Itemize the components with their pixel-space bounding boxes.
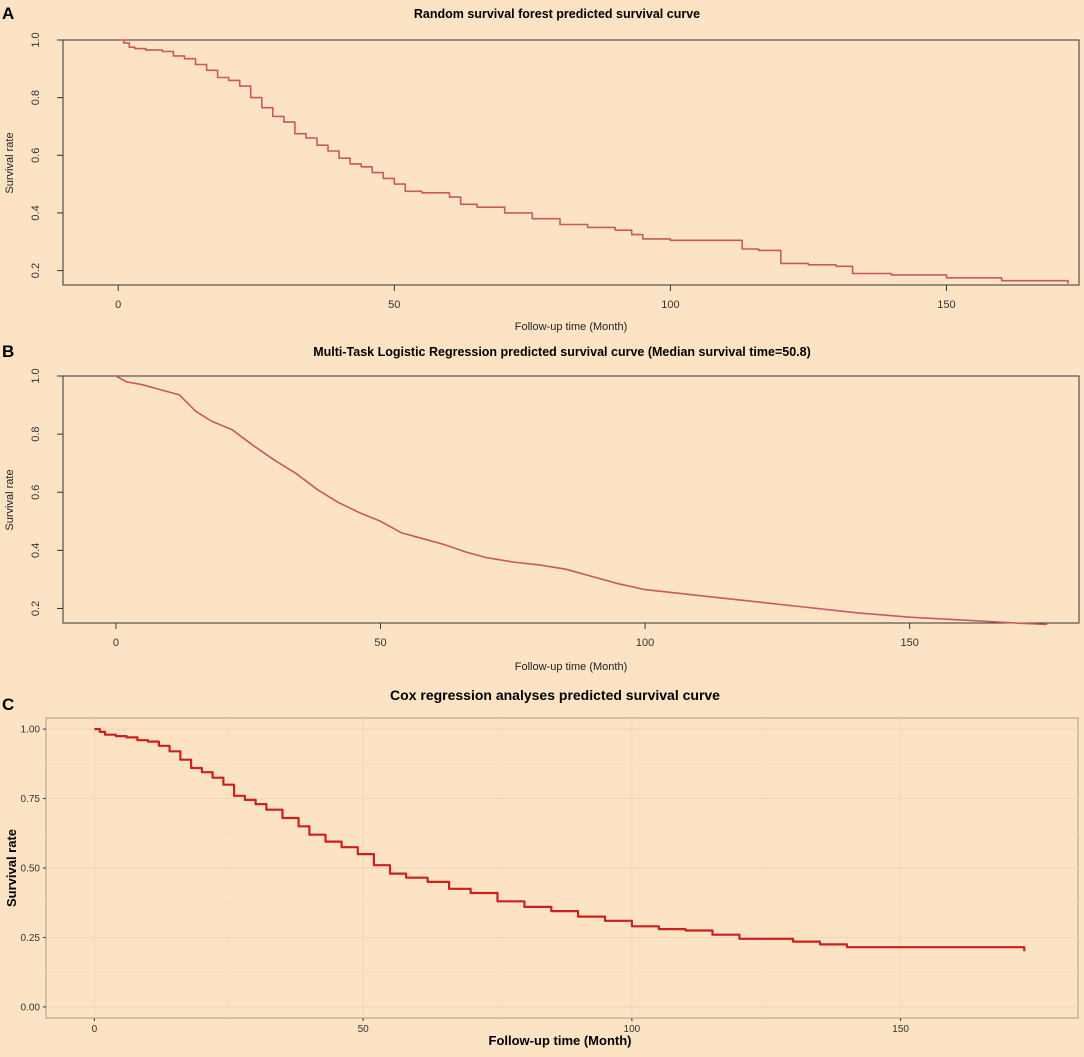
panel-b-marks — [115, 375, 1048, 626]
panel-b-plot-frame — [62, 375, 1080, 624]
panel-c-y-tick-label: 0.25 — [21, 933, 41, 944]
panel-c-y-axis-label: Survival rate — [4, 829, 19, 907]
panel-b-y-tick-label: 0.4 — [30, 543, 42, 558]
panel-a-title: Random survival forest predicted surviva… — [414, 7, 700, 21]
panel-a-x-tick-label: 100 — [661, 299, 679, 311]
panel-a-x-tick-label: 0 — [115, 299, 121, 311]
panel-c-y-tick-label: 0.50 — [21, 864, 41, 875]
panel-c-x-tick-label: 100 — [624, 1024, 641, 1035]
panel-a-y-tick-label: 0.6 — [30, 148, 42, 163]
panel-b-x-tick-label: 50 — [374, 637, 386, 649]
panel-a-y-tick-label: 0.2 — [30, 263, 42, 278]
panel-b-x-tick-label: 150 — [900, 637, 918, 649]
panel-b: B Multi-Task Logistic Regression predict… — [2, 342, 1080, 673]
panel-b-x-tick-label: 0 — [113, 637, 119, 649]
panel-c-marks — [94, 728, 1026, 952]
panel-a-letter: A — [2, 4, 14, 23]
panel-b-x-axis-label: Follow-up time (Month) — [515, 661, 627, 673]
panel-b-y-axis-label: Survival rate — [4, 469, 16, 530]
panel-b-survival-curve — [115, 375, 1048, 626]
panel-c-y-tick-label: 0.75 — [21, 794, 41, 805]
panel-a: A Random survival forest predicted survi… — [2, 4, 1080, 333]
panel-c-y-tick-label: 0.00 — [21, 1002, 41, 1013]
panel-b-y-tick-label: 0.8 — [30, 426, 42, 441]
panel-a-plot-frame — [62, 39, 1080, 286]
panel-b-title: Multi-Task Logistic Regression predicted… — [313, 345, 811, 359]
panel-a-y-tick-label: 0.4 — [30, 205, 42, 220]
panel-c-x-tick-label: 50 — [358, 1024, 370, 1035]
panel-c-x-tick-label: 150 — [892, 1024, 909, 1035]
panel-b-y-tick-label: 1.0 — [30, 368, 42, 383]
panel-a-y-tick-label: 1.0 — [30, 32, 42, 47]
panel-c-grid — [46, 718, 1078, 1018]
panel-b-x-tick-label: 100 — [636, 637, 654, 649]
panel-c-survival-curve — [94, 728, 1026, 952]
panel-c-x-tick-label: 0 — [92, 1024, 98, 1035]
panel-a-x-tick-label: 150 — [937, 299, 955, 311]
panel-a-x-tick-label: 50 — [388, 299, 400, 311]
panel-c-letter: C — [2, 695, 14, 714]
panel-c: C Cox regression analyses predicted surv… — [2, 687, 1079, 1048]
panel-a-marks — [118, 39, 1069, 284]
panel-a-y-tick-label: 0.8 — [30, 90, 42, 105]
panel-a-survival-curve — [118, 39, 1069, 284]
panel-c-y-tick-label: 1.00 — [21, 725, 41, 736]
panel-b-letter: B — [2, 342, 14, 361]
panel-a-x-axis-label: Follow-up time (Month) — [515, 321, 627, 333]
panel-c-x-axis-label: Follow-up time (Month) — [489, 1033, 632, 1048]
panel-a-y-axis-label: Survival rate — [4, 132, 16, 193]
panel-b-y-tick-label: 0.6 — [30, 485, 42, 500]
panel-b-y-tick-label: 0.2 — [30, 601, 42, 616]
panel-c-title: Cox regression analyses predicted surviv… — [390, 687, 720, 703]
